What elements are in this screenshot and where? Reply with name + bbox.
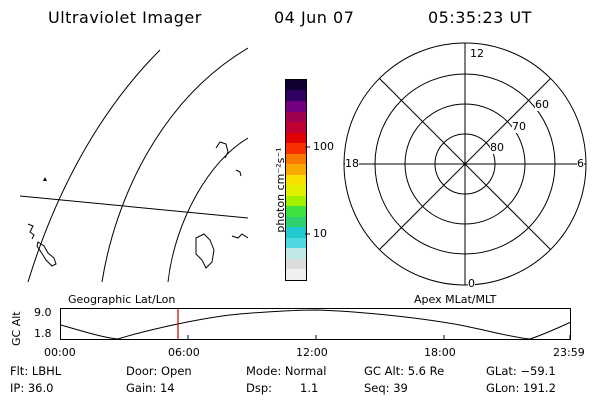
color-bar-band (286, 153, 306, 165)
color-bar-band (286, 227, 306, 238)
lat-label-80: 80 (490, 141, 504, 154)
color-bar-ticks (305, 146, 310, 235)
coastline (36, 241, 57, 267)
map-latitude-arc (101, 47, 248, 282)
seq-readout: Seq: 39 (364, 381, 408, 395)
coastline (27, 223, 35, 240)
island (43, 177, 47, 181)
color-bar-tick-10: 10 (313, 227, 327, 240)
mlt-label-0: 0 (468, 277, 475, 290)
timeline-frame (60, 308, 571, 340)
glon-readout: GLon: 191.2 (486, 381, 556, 395)
ip-readout: IP: 36.0 (10, 381, 54, 395)
mode-readout: Mode: Normal (246, 364, 327, 378)
mlt-label-18: 18 (345, 157, 359, 170)
observation-time: 05:35:23 UT (428, 8, 532, 27)
y-axis-title: GC Alt (10, 311, 23, 346)
color-bar-band (286, 216, 306, 228)
x-tick-0600: 06:00 (168, 346, 200, 359)
x-tick-1800: 18:00 (424, 346, 456, 359)
color-bar-tick-100: 100 (313, 140, 334, 153)
color-bar-band (286, 111, 306, 123)
color-bar-band (286, 122, 306, 133)
color-bar-band (286, 206, 306, 217)
color-bar-band (286, 174, 306, 186)
color-bar-band (286, 90, 306, 101)
y-max-label: 9.0 (34, 306, 52, 319)
color-bar-unit-label: photon cm⁻²s⁻¹ (274, 147, 287, 233)
dsp-value: 1.1 (300, 381, 319, 395)
observation-date: 04 Jun 07 (274, 8, 355, 27)
color-bar-band (286, 237, 306, 249)
gain-readout: Gain: 14 (126, 381, 175, 395)
color-bar-band (286, 100, 306, 112)
altitude-timeline (60, 308, 572, 340)
y-min-label: 1.8 (34, 327, 52, 340)
apex-label: Apex MLat/MLT (414, 293, 497, 306)
color-bar-band (286, 185, 306, 196)
mlt-label-6: 6 (577, 157, 584, 170)
lat-label-70: 70 (512, 120, 526, 133)
glat-readout: GLat: −59.1 (486, 364, 556, 378)
coastline (195, 233, 215, 269)
door-readout: Door: Open (126, 364, 192, 378)
color-bar-band (286, 143, 306, 154)
color-bar-band (286, 248, 306, 259)
color-bar-band (286, 258, 306, 270)
dsp-label: Dsp: (246, 381, 273, 395)
geographic-label: Geographic Lat/Lon (68, 293, 176, 306)
color-bar-band (286, 164, 306, 175)
x-tick-1200: 12:00 (296, 346, 328, 359)
polar-diagonal (379, 78, 551, 250)
coastline (215, 141, 229, 159)
x-tick-0000: 00:00 (44, 346, 76, 359)
map-latitude-arc (167, 137, 248, 282)
gc-alt-readout: GC Alt: 5.6 Re (364, 364, 445, 378)
altitude-curve (60, 309, 572, 340)
lat-label-60: 60 (535, 98, 549, 111)
color-bar-band (286, 132, 306, 144)
coastline (235, 169, 242, 177)
x-tick-2359: 23:59 (553, 346, 585, 359)
map-latitude-arc (27, 49, 161, 282)
mlt-label-12: 12 (470, 47, 484, 60)
color-bar (285, 79, 307, 281)
instrument-title: Ultraviolet Imager (48, 8, 202, 27)
coastline (231, 233, 248, 239)
color-bar-band (286, 195, 306, 207)
filter-readout: Flt: LBHL (10, 364, 62, 378)
geographic-map (20, 47, 248, 282)
map-meridian (20, 195, 248, 219)
color-bar-band (286, 269, 306, 280)
color-bar-band (286, 79, 306, 91)
polar-plot (343, 42, 587, 286)
